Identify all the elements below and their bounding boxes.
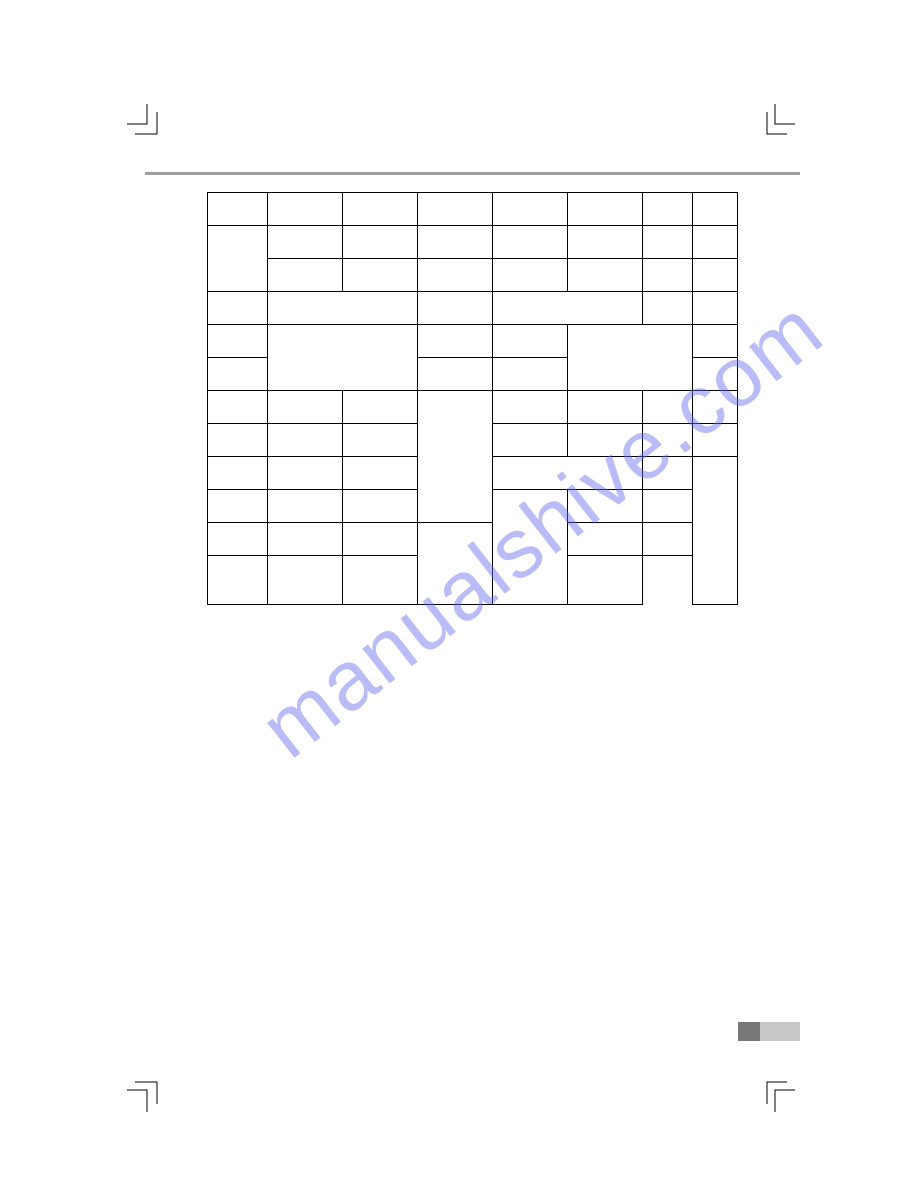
crop-bottom-right xyxy=(755,1072,795,1112)
table-row xyxy=(208,325,738,358)
table-row xyxy=(208,523,738,556)
table-row xyxy=(208,391,738,424)
crop-top-right xyxy=(755,104,795,144)
crop-bottom-left xyxy=(127,1072,167,1112)
crop-top-left xyxy=(127,104,167,144)
spec-table xyxy=(207,192,737,605)
table-row xyxy=(208,226,738,259)
table-row xyxy=(208,292,738,325)
page: manualshive.com xyxy=(0,0,918,1188)
page-number-dark xyxy=(738,1022,760,1041)
table-row xyxy=(208,259,738,292)
table-row xyxy=(208,193,738,226)
spec-table-grid xyxy=(207,192,738,605)
page-number-light xyxy=(760,1022,800,1041)
header-rule xyxy=(145,172,800,175)
page-number-badge xyxy=(738,1022,800,1041)
